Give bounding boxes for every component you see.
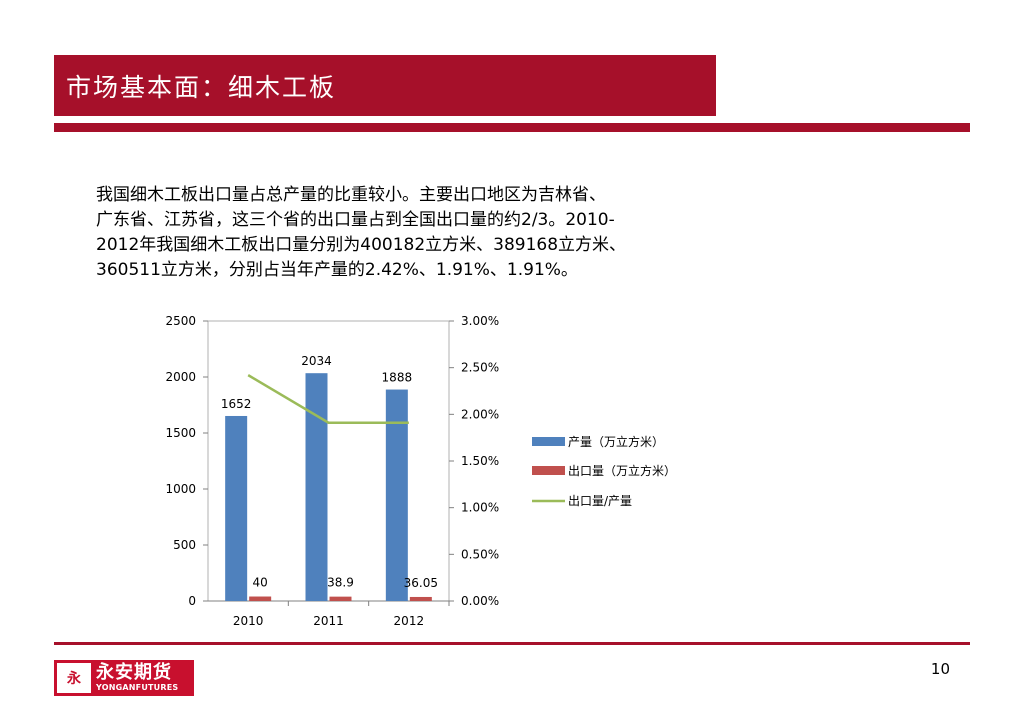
y-right-tick-label: 0.50%: [461, 547, 499, 561]
y-right-tick-label: 2.50%: [461, 361, 499, 375]
legend-swatch-production: [532, 437, 565, 446]
legend-label-production: 产量（万立方米）: [568, 434, 664, 449]
bar-export-label: 36.05: [404, 576, 438, 590]
page-number: 10: [930, 660, 950, 678]
y-right-tick-label: 0.00%: [461, 594, 499, 608]
logo-en-text: YONGANFUTURES: [96, 683, 179, 692]
y-right-tick-label: 1.00%: [461, 501, 499, 515]
y-left-tick-label: 0: [188, 594, 196, 608]
bar-export-label: 40: [253, 576, 268, 590]
ratio-line: [247, 374, 409, 424]
legend-label-export: 出口量（万立方米）: [568, 463, 676, 478]
title-bar: 市场基本面：细木工板: [54, 55, 716, 116]
y-right-tick-label: 1.50%: [461, 454, 499, 468]
bar-production: [385, 389, 408, 601]
logo-cn-text: 永安期货: [96, 662, 172, 683]
body-line: 360511立方米，分别占当年产量的2.42%、1.91%、1.91%。: [96, 260, 578, 280]
body-paragraph: 我国细木工板出口量占总产量的比重较小。主要出口地区为吉林省、 广东省、江苏省，这…: [96, 183, 836, 283]
bottom-divider: [54, 642, 970, 645]
y-left-tick-label: 1000: [165, 482, 196, 496]
bar-production-label: 1888: [382, 371, 413, 385]
x-tick-label: 2011: [313, 614, 344, 628]
body-line: 2012年我国细木工板出口量分别为400182立方米、389168立方米、: [96, 235, 627, 255]
y-right-tick-label: 3.00%: [461, 314, 499, 328]
legend-swatch-export: [532, 466, 565, 475]
x-tick-label: 2010: [233, 614, 264, 628]
y-right-tick-label: 2.00%: [461, 407, 499, 421]
bar-production-label: 1652: [221, 397, 252, 411]
bar-production: [225, 415, 248, 601]
y-left-tick-label: 2000: [165, 370, 196, 384]
bar-export: [409, 596, 432, 601]
legend-label-ratio: 出口量/产量: [568, 494, 632, 508]
bar-export: [249, 596, 272, 601]
slide-title: 市场基本面：细木工板: [66, 72, 337, 102]
bar-production: [305, 373, 328, 601]
logo-mark-icon: 永: [57, 663, 91, 693]
body-line: 广东省、江苏省，这三个省的出口量占到全国出口量的约2/3。2010-: [96, 210, 615, 230]
production-export-chart: 0 500 1000 1500 2000 2500 0.00% 0.50% 1.00% 1.50%…: [165, 314, 676, 628]
y-left-tick-label: 2500: [165, 314, 196, 328]
y-left-tick-label: 500: [173, 538, 196, 552]
bar-export-label: 38.9: [327, 576, 354, 590]
body-line: 我国细木工板出口量占总产量的比重较小。主要出口地区为吉林省、: [96, 185, 606, 205]
top-divider: [54, 123, 970, 132]
bar-production-label: 2034: [301, 354, 332, 368]
x-tick-label: 2012: [394, 614, 425, 628]
bar-export: [329, 596, 352, 601]
y-left-tick-label: 1500: [165, 426, 196, 440]
company-logo: 永 永安期货 YONGANFUTURES: [54, 660, 194, 696]
